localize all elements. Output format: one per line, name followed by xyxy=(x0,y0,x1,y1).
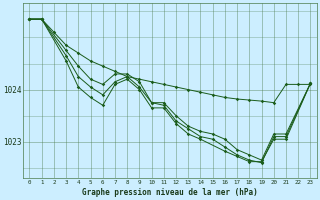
X-axis label: Graphe pression niveau de la mer (hPa): Graphe pression niveau de la mer (hPa) xyxy=(82,188,258,197)
